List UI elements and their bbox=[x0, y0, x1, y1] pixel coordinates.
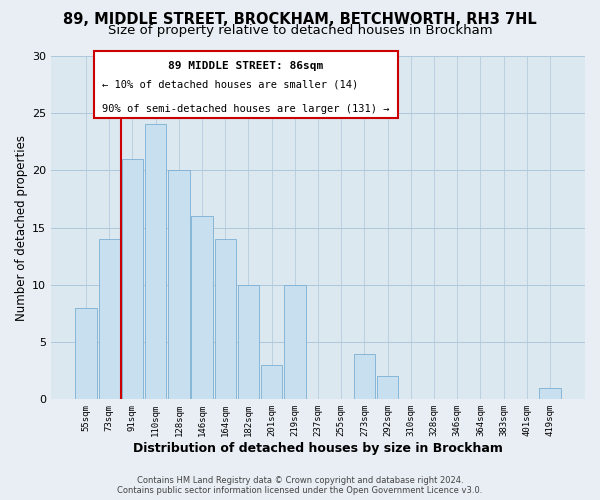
Bar bbox=[122, 159, 143, 400]
Bar bbox=[284, 285, 305, 400]
Text: Contains HM Land Registry data © Crown copyright and database right 2024.
Contai: Contains HM Land Registry data © Crown c… bbox=[118, 476, 482, 495]
Bar bbox=[215, 239, 236, 400]
Bar bbox=[168, 170, 190, 400]
Bar bbox=[98, 239, 120, 400]
Text: 90% of semi-detached houses are larger (131) →: 90% of semi-detached houses are larger (… bbox=[102, 104, 389, 114]
Text: 89 MIDDLE STREET: 86sqm: 89 MIDDLE STREET: 86sqm bbox=[169, 61, 323, 71]
Bar bbox=[145, 124, 166, 400]
Bar bbox=[238, 285, 259, 400]
Text: Size of property relative to detached houses in Brockham: Size of property relative to detached ho… bbox=[107, 24, 493, 37]
Bar bbox=[261, 365, 283, 400]
Y-axis label: Number of detached properties: Number of detached properties bbox=[15, 134, 28, 320]
Bar bbox=[377, 376, 398, 400]
Text: 89, MIDDLE STREET, BROCKHAM, BETCHWORTH, RH3 7HL: 89, MIDDLE STREET, BROCKHAM, BETCHWORTH,… bbox=[63, 12, 537, 28]
Bar bbox=[354, 354, 375, 400]
X-axis label: Distribution of detached houses by size in Brockham: Distribution of detached houses by size … bbox=[133, 442, 503, 455]
Text: ← 10% of detached houses are smaller (14): ← 10% of detached houses are smaller (14… bbox=[102, 80, 358, 90]
FancyBboxPatch shape bbox=[94, 50, 398, 117]
Bar bbox=[191, 216, 213, 400]
Bar bbox=[76, 308, 97, 400]
Bar bbox=[539, 388, 561, 400]
